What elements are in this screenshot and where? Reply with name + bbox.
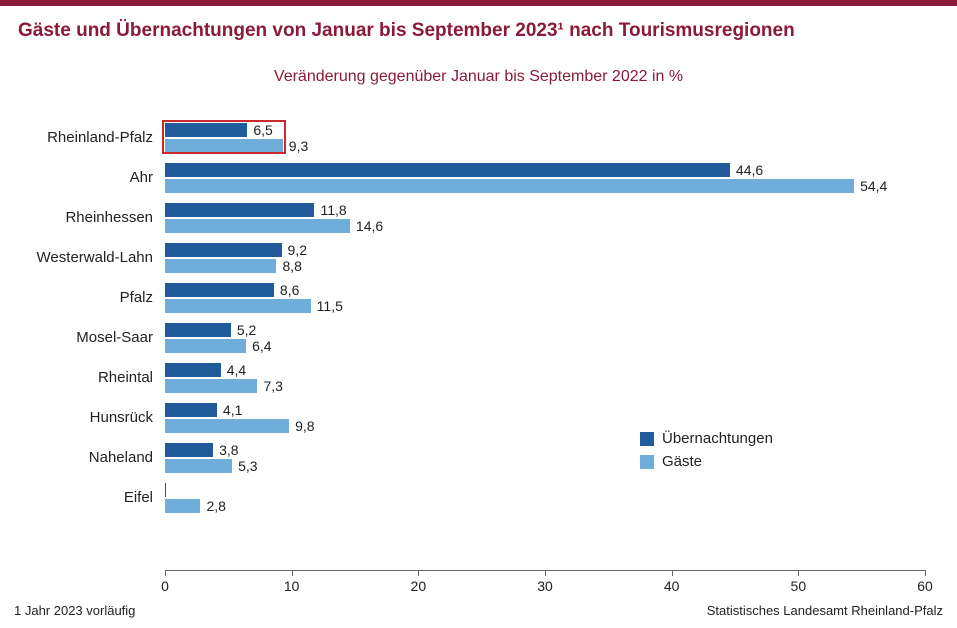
bar-value-label: 9,8 <box>295 419 314 433</box>
bar-uebernachtungen <box>165 123 247 137</box>
legend-label: Gäste <box>662 453 702 470</box>
bar-value-label: 54,4 <box>860 179 887 193</box>
bar-gaeste <box>165 139 283 153</box>
category-label: Rheintal <box>0 358 153 398</box>
category-label: Rheinland-Pfalz <box>0 118 153 158</box>
bar-uebernachtungen <box>165 283 274 297</box>
x-tick <box>672 570 673 576</box>
bar-value-label: 8,6 <box>280 283 299 297</box>
x-tick-label: 0 <box>161 578 169 594</box>
plot-area: Rheinland-Pfalz6,59,3Ahr44,654,4Rheinhes… <box>165 118 925 570</box>
x-tick <box>545 570 546 576</box>
bar-uebernachtungen <box>165 363 221 377</box>
x-tick-label: 30 <box>537 578 553 594</box>
bar-value-label: 6,4 <box>252 339 271 353</box>
category-label: Mosel-Saar <box>0 318 153 358</box>
bar-uebernachtungen <box>165 403 217 417</box>
legend-item: Übernachtungen <box>640 430 773 447</box>
bar-gaeste <box>165 259 276 273</box>
footnote: 1 Jahr 2023 vorläufig <box>14 603 135 618</box>
x-tick-label: 60 <box>917 578 933 594</box>
x-axis: 0102030405060 <box>165 570 925 600</box>
category-label: Westerwald-Lahn <box>0 238 153 278</box>
bar-value-label: 14,6 <box>356 219 383 233</box>
category-label: Pfalz <box>0 278 153 318</box>
bar-uebernachtungen <box>165 443 213 457</box>
bar-value-label: 4,1 <box>223 403 242 417</box>
bar-value-label: 3,8 <box>219 443 238 457</box>
category-label: Eifel <box>0 478 153 518</box>
category-label: Rheinhessen <box>0 198 153 238</box>
x-tick-label: 50 <box>791 578 807 594</box>
bar-gaeste <box>165 379 257 393</box>
chart-subtitle: Veränderung gegenüber Januar bis Septemb… <box>0 60 957 104</box>
chart-area: Veränderung gegenüber Januar bis Septemb… <box>0 60 957 588</box>
legend: Übernachtungen Gäste <box>640 430 773 476</box>
legend-label: Übernachtungen <box>662 430 773 447</box>
bar-gaeste <box>165 179 854 193</box>
bar-value-label: 11,8 <box>320 203 346 217</box>
bar-uebernachtungen <box>165 163 730 177</box>
category-label: Ahr <box>0 158 153 198</box>
bar-uebernachtungen <box>165 483 166 497</box>
bar-gaeste <box>165 299 311 313</box>
bar-gaeste <box>165 419 289 433</box>
legend-swatch <box>640 432 654 446</box>
bar-value-label: 9,3 <box>289 139 308 153</box>
source-attribution: Statistisches Landesamt Rheinland-Pfalz <box>707 603 943 618</box>
bar-value-label: 44,6 <box>736 163 763 177</box>
bar-uebernachtungen <box>165 243 282 257</box>
bar-value-label: 2,8 <box>206 499 225 513</box>
legend-item: Gäste <box>640 453 773 470</box>
category-label: Hunsrück <box>0 398 153 438</box>
x-tick <box>798 570 799 576</box>
x-tick <box>925 570 926 576</box>
bar-gaeste <box>165 499 200 513</box>
bar-uebernachtungen <box>165 203 314 217</box>
x-tick <box>418 570 419 576</box>
x-tick <box>165 570 166 576</box>
bar-value-label: 4,4 <box>227 363 246 377</box>
bar-value-label: 5,2 <box>237 323 256 337</box>
bar-gaeste <box>165 339 246 353</box>
x-tick-label: 10 <box>284 578 300 594</box>
bar-value-label: 6,5 <box>253 123 272 137</box>
x-tick-label: 20 <box>411 578 427 594</box>
bar-gaeste <box>165 219 350 233</box>
bar-value-label: 11,5 <box>317 299 343 313</box>
category-label: Naheland <box>0 438 153 478</box>
bar-value-label: 9,2 <box>288 243 307 257</box>
bar-value-label: 5,3 <box>238 459 257 473</box>
chart-title: Gäste und Übernachtungen von Januar bis … <box>0 6 957 50</box>
x-tick <box>292 570 293 576</box>
legend-swatch <box>640 455 654 469</box>
x-tick-label: 40 <box>664 578 680 594</box>
bar-gaeste <box>165 459 232 473</box>
bar-value-label: 7,3 <box>263 379 282 393</box>
bar-uebernachtungen <box>165 323 231 337</box>
bar-value-label: 8,8 <box>282 259 301 273</box>
